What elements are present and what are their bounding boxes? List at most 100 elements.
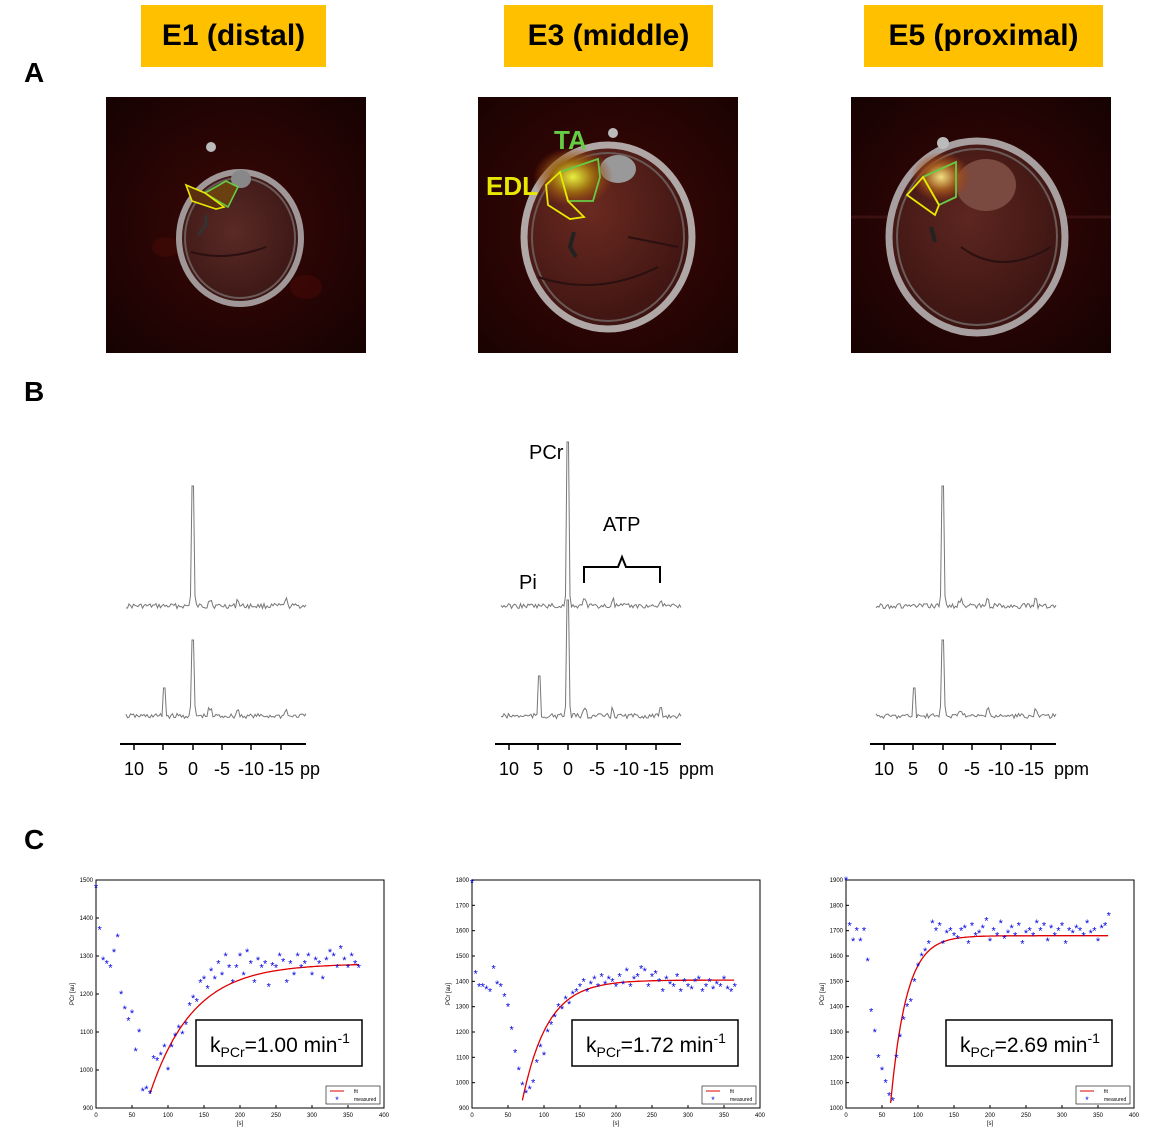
measured-point: * bbox=[216, 959, 221, 971]
measured-point: * bbox=[912, 976, 917, 988]
ppm-tick-label: 10 bbox=[124, 759, 144, 779]
x-tick-label: 350 bbox=[719, 1113, 730, 1119]
measured-point: * bbox=[549, 1019, 554, 1031]
measured-point: * bbox=[603, 979, 608, 991]
edl-label: EDL bbox=[486, 171, 538, 201]
ppm-tick-label: 5 bbox=[908, 759, 918, 779]
measured-point: * bbox=[1031, 931, 1036, 943]
x-tick-label: 0 bbox=[470, 1113, 474, 1119]
measured-point: * bbox=[661, 986, 666, 998]
measured-point: * bbox=[952, 931, 957, 943]
measured-point: * bbox=[995, 931, 1000, 943]
y-axis-label: PCr [au] bbox=[820, 983, 826, 1005]
measured-point: * bbox=[1063, 938, 1068, 950]
ppm-tick-label: -5 bbox=[964, 759, 980, 779]
measured-point: * bbox=[725, 984, 730, 996]
measured-point: * bbox=[596, 981, 601, 993]
measured-point: * bbox=[191, 993, 196, 1005]
measured-point: * bbox=[865, 956, 870, 968]
measured-point: * bbox=[357, 962, 362, 974]
measured-point: * bbox=[1020, 938, 1025, 950]
measured-point: * bbox=[324, 955, 329, 967]
measured-point: * bbox=[473, 969, 478, 981]
measured-point: * bbox=[339, 943, 344, 955]
measured-point: * bbox=[927, 938, 932, 950]
measured-point: * bbox=[574, 986, 579, 998]
measured-point: * bbox=[610, 976, 615, 988]
y-tick-label: 1200 bbox=[456, 1030, 470, 1036]
measured-point: * bbox=[488, 986, 493, 998]
measured-point: * bbox=[1067, 926, 1072, 938]
measured-point: * bbox=[959, 926, 964, 938]
measured-point: * bbox=[707, 976, 712, 988]
measured-point: * bbox=[1060, 921, 1065, 933]
fit-curve bbox=[889, 935, 1109, 1103]
fit-curve bbox=[521, 979, 735, 1101]
measured-point: * bbox=[295, 951, 300, 963]
measured-point: * bbox=[166, 1065, 171, 1077]
kpcr-annotation: kPCr=1.72 min-1 bbox=[571, 1019, 739, 1067]
measured-point: * bbox=[578, 981, 583, 993]
measured-point: * bbox=[241, 970, 246, 982]
measured-point: * bbox=[686, 981, 691, 993]
x-tick-label: 200 bbox=[235, 1113, 246, 1119]
x-tick-label: 50 bbox=[879, 1113, 886, 1119]
y-tick-label: 1500 bbox=[830, 979, 844, 985]
measured-point: * bbox=[923, 946, 928, 958]
legend-fit-label: fit bbox=[354, 1089, 359, 1095]
measured-point: * bbox=[1035, 918, 1040, 930]
measured-point: * bbox=[1038, 926, 1043, 938]
x-tick-label: 300 bbox=[307, 1113, 318, 1119]
measured-point: * bbox=[1085, 918, 1090, 930]
measured-point: * bbox=[981, 923, 986, 935]
plot-area bbox=[471, 879, 761, 1109]
mri-image-e1 bbox=[106, 97, 366, 353]
measured-point: * bbox=[133, 1046, 138, 1058]
measured-point: * bbox=[531, 1078, 536, 1090]
spectrum-line-upper bbox=[875, 485, 1057, 611]
measured-point: * bbox=[105, 959, 110, 971]
x-tick-label: 300 bbox=[1057, 1113, 1068, 1119]
x-tick-label: 0 bbox=[94, 1113, 98, 1119]
measured-point: * bbox=[108, 962, 113, 974]
kpcr-text: kPCr=2.69 min-1 bbox=[960, 1030, 1100, 1060]
measured-point: * bbox=[625, 966, 630, 978]
measured-point: * bbox=[1002, 933, 1007, 945]
x-tick-label: 250 bbox=[647, 1113, 658, 1119]
measured-point: * bbox=[1013, 931, 1018, 943]
measured-point: * bbox=[977, 928, 982, 940]
measured-point: * bbox=[342, 955, 347, 967]
x-tick-label: 50 bbox=[505, 1113, 512, 1119]
legend: fit * measured bbox=[701, 1085, 757, 1105]
measured-point: * bbox=[231, 978, 236, 990]
measured-point: * bbox=[883, 1078, 888, 1090]
x-tick-label: 400 bbox=[1129, 1113, 1140, 1119]
measured-point: * bbox=[646, 981, 651, 993]
measured-point: * bbox=[94, 883, 99, 895]
measured-point: * bbox=[141, 1086, 146, 1098]
measured-point: * bbox=[223, 951, 228, 963]
measured-point: * bbox=[151, 1054, 156, 1066]
measured-point: * bbox=[891, 1095, 896, 1107]
measured-point: * bbox=[1006, 928, 1011, 940]
measured-point: * bbox=[999, 918, 1004, 930]
measured-point: * bbox=[1053, 931, 1058, 943]
measured-point: * bbox=[930, 918, 935, 930]
measured-point: * bbox=[267, 981, 272, 993]
measured-point: * bbox=[729, 986, 734, 998]
measured-point: * bbox=[274, 962, 279, 974]
measured-point: * bbox=[718, 981, 723, 993]
y-tick-label: 1100 bbox=[456, 1055, 470, 1061]
y-tick-label: 1000 bbox=[80, 1068, 94, 1074]
measured-point: * bbox=[495, 979, 500, 991]
measured-point: * bbox=[675, 971, 680, 983]
measured-point: * bbox=[101, 955, 106, 967]
measured-point: * bbox=[538, 1042, 543, 1054]
y-tick-label: 1800 bbox=[830, 903, 844, 909]
y-tick-label: 1100 bbox=[80, 1030, 94, 1036]
x-tick-label: 350 bbox=[343, 1113, 354, 1119]
measured-point: * bbox=[245, 947, 250, 959]
measured-point: * bbox=[177, 1023, 182, 1035]
ppm-unit-label: ppm bbox=[1054, 759, 1089, 779]
measured-point: * bbox=[313, 955, 318, 967]
